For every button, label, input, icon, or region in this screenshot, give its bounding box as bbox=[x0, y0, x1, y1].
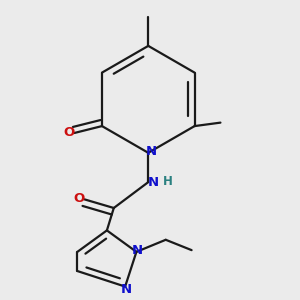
Text: N: N bbox=[148, 176, 159, 189]
Text: H: H bbox=[163, 175, 173, 188]
Text: N: N bbox=[146, 145, 157, 158]
Text: O: O bbox=[63, 126, 74, 139]
Text: N: N bbox=[131, 244, 143, 257]
Text: N: N bbox=[121, 283, 132, 296]
Text: O: O bbox=[73, 192, 85, 205]
